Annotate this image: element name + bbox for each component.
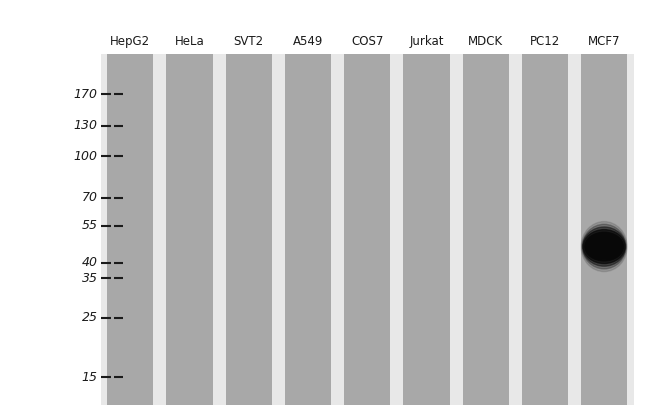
Text: 170: 170 xyxy=(73,88,98,101)
Ellipse shape xyxy=(582,224,626,269)
Bar xyxy=(404,54,450,405)
Text: 70: 70 xyxy=(81,191,98,204)
Bar xyxy=(456,54,463,405)
Bar xyxy=(344,54,391,405)
Bar xyxy=(391,54,397,405)
Bar xyxy=(463,54,509,405)
Text: HeLa: HeLa xyxy=(175,35,205,48)
Bar xyxy=(568,54,575,405)
Bar xyxy=(337,54,344,405)
Bar xyxy=(213,54,219,405)
Text: PC12: PC12 xyxy=(530,35,560,48)
Ellipse shape xyxy=(581,222,627,272)
Bar xyxy=(581,54,627,405)
Text: 25: 25 xyxy=(81,311,98,324)
Text: 130: 130 xyxy=(73,119,98,132)
Bar xyxy=(522,54,568,405)
Bar xyxy=(107,54,153,405)
Text: Jurkat: Jurkat xyxy=(410,35,444,48)
Text: 40: 40 xyxy=(81,256,98,269)
Bar xyxy=(331,54,337,405)
Text: MCF7: MCF7 xyxy=(588,35,620,48)
Bar xyxy=(272,54,278,405)
Text: 35: 35 xyxy=(81,272,98,285)
Text: 55: 55 xyxy=(81,219,98,232)
Text: SVT2: SVT2 xyxy=(234,35,264,48)
Bar xyxy=(278,54,285,405)
Bar xyxy=(219,54,226,405)
Bar xyxy=(397,54,404,405)
Text: A549: A549 xyxy=(293,35,323,48)
Text: COS7: COS7 xyxy=(351,35,383,48)
Ellipse shape xyxy=(582,227,626,266)
Bar xyxy=(285,54,331,405)
Bar xyxy=(515,54,522,405)
Bar xyxy=(153,54,160,405)
Text: 100: 100 xyxy=(73,150,98,163)
Text: HepG2: HepG2 xyxy=(111,35,150,48)
Bar xyxy=(226,54,272,405)
Bar xyxy=(101,54,107,405)
Bar xyxy=(166,54,213,405)
Bar xyxy=(575,54,581,405)
Ellipse shape xyxy=(583,229,625,263)
Bar xyxy=(627,54,634,405)
Bar xyxy=(450,54,456,405)
Ellipse shape xyxy=(587,235,621,258)
Text: 15: 15 xyxy=(81,370,98,384)
Text: MDCK: MDCK xyxy=(468,35,503,48)
Ellipse shape xyxy=(585,232,623,261)
Bar xyxy=(160,54,166,405)
Bar xyxy=(509,54,515,405)
